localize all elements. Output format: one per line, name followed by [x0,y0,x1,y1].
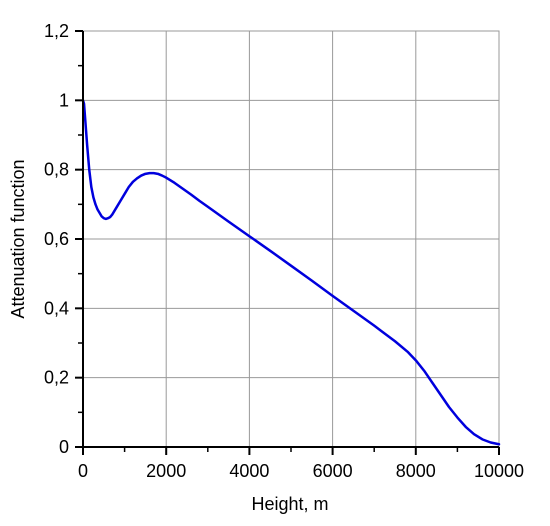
x-tick-label: 2000 [146,461,186,481]
y-tick-label: 1 [59,90,69,110]
y-tick-label: 0,2 [44,368,69,388]
x-tick-label: 10000 [474,461,524,481]
y-tick-label: 0,4 [44,298,69,318]
y-tick-label: 0,8 [44,160,69,180]
x-axis-title: Height, m [251,494,328,514]
y-tick-label: 0,6 [44,229,69,249]
tick-labels: 0 2000 4000 6000 8000 10000 0 0,2 0,4 0,6 0,8 1 1,2 [44,21,524,481]
x-tick-label: 6000 [313,461,353,481]
axes [75,30,500,455]
x-tick-label: 4000 [229,461,269,481]
x-tick-label: 0 [78,461,88,481]
y-tick-label: 0 [59,437,69,457]
grid [82,30,500,448]
y-axis-title: Attenuation function [8,159,28,318]
series-layer [81,99,501,446]
x-tick-label: 8000 [396,461,436,481]
y-tick-label: 1,2 [44,21,69,41]
series-line [81,99,501,446]
